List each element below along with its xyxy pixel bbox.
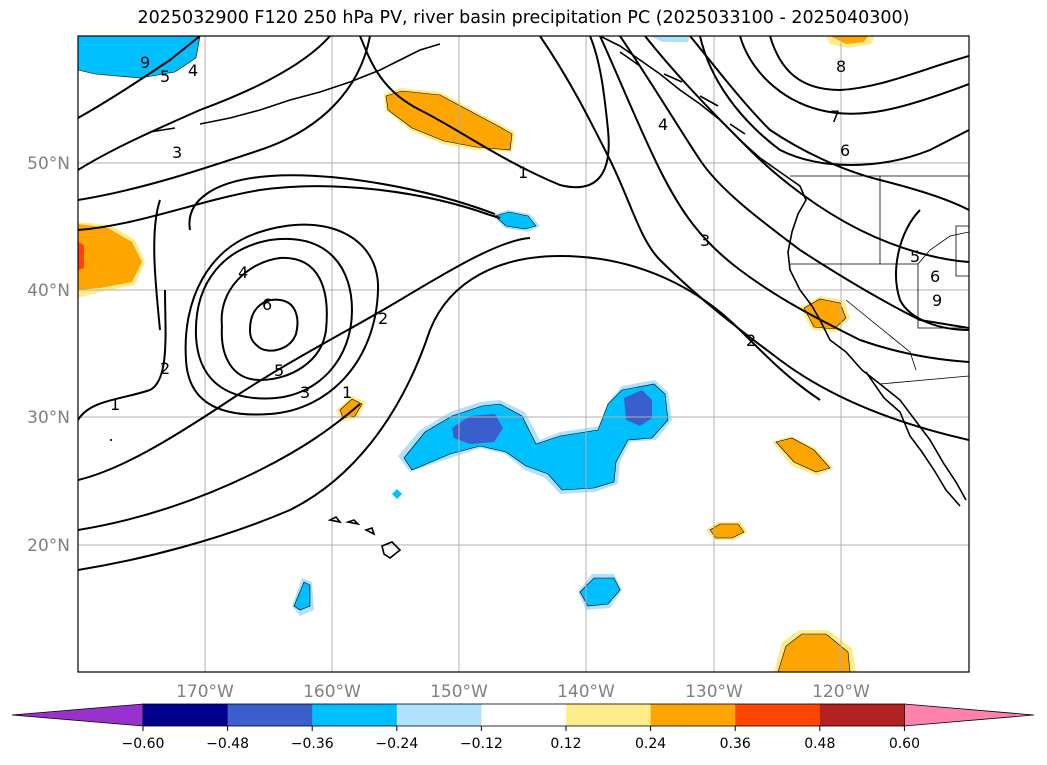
colorbar-tick-label: 0.60 xyxy=(889,736,920,752)
precip-fill-layer xyxy=(78,36,874,672)
colorbar-extend-min xyxy=(11,703,144,727)
svg-text:6: 6 xyxy=(930,267,940,286)
colorbar-segment xyxy=(312,704,398,726)
pv-contours xyxy=(78,36,969,571)
colorbar-extend-max xyxy=(904,703,1035,727)
svg-text:1: 1 xyxy=(342,383,352,402)
svg-text:9: 9 xyxy=(140,53,150,72)
colorbar-ticks: −0.60 −0.48 −0.36 −0.24 −0.12 0.12 0.24 0.36 0.4… xyxy=(122,726,920,752)
lon-label-160w: 160°W xyxy=(303,682,361,700)
svg-text:1: 1 xyxy=(110,395,120,414)
colorbar-segment xyxy=(819,704,905,726)
colorbar-segment xyxy=(650,704,736,726)
colorbar-tick-label: −0.24 xyxy=(375,736,418,752)
colorbar-segment xyxy=(735,704,821,726)
lon-label-130w: 130°W xyxy=(685,682,743,700)
svg-text:6: 6 xyxy=(262,295,272,314)
colorbar-tick-label: −0.48 xyxy=(206,736,249,752)
state-borders xyxy=(790,175,969,385)
map-panel: 9 5 4 3 1 4 6 5 3 2 1 2 1 2 3 4 5 6 7 8 … xyxy=(27,35,970,700)
colorbar-segment xyxy=(566,704,652,726)
svg-text:2: 2 xyxy=(746,331,756,350)
svg-text:5: 5 xyxy=(160,67,170,86)
svg-text:5: 5 xyxy=(910,247,920,266)
colorbar-segment xyxy=(396,704,482,726)
lon-label-120w: 120°W xyxy=(812,682,870,700)
svg-text:6: 6 xyxy=(840,141,850,160)
svg-text:3: 3 xyxy=(172,143,182,162)
colorbar-tick-label: −0.60 xyxy=(122,736,165,752)
svg-text:2: 2 xyxy=(160,359,170,378)
colorbar-outline xyxy=(142,703,905,727)
svg-text:4: 4 xyxy=(188,61,198,80)
lon-label-170w: 170°W xyxy=(176,682,234,700)
lat-label-50n: 50°N xyxy=(27,154,70,174)
contour-labels: 9 5 4 3 1 4 6 5 3 2 1 2 1 2 3 4 5 6 7 8 … xyxy=(110,53,942,414)
map-frame xyxy=(77,35,970,673)
colorbar-tick-label: −0.36 xyxy=(291,736,334,752)
lat-label-40n: 40°N xyxy=(27,281,70,301)
svg-text:5: 5 xyxy=(274,361,284,380)
coastlines xyxy=(110,36,967,559)
svg-text:7: 7 xyxy=(830,107,840,126)
lat-label-20n: 20°N xyxy=(27,536,70,556)
svg-text:8: 8 xyxy=(836,57,846,76)
colorbar-tick-label: 0.24 xyxy=(635,736,666,752)
svg-text:3: 3 xyxy=(300,383,310,402)
svg-text:9: 9 xyxy=(932,291,942,310)
lon-label-140w: 140°W xyxy=(557,682,615,700)
svg-text:3: 3 xyxy=(700,231,710,250)
colorbar-tick-label: 0.48 xyxy=(804,736,835,752)
colorbar-tick-label: −0.12 xyxy=(460,736,503,752)
colorbar-tick-label: 0.36 xyxy=(720,736,751,752)
svg-text:2: 2 xyxy=(378,309,388,328)
colorbar-tick-label: 0.12 xyxy=(550,736,581,752)
colorbar-segments xyxy=(11,703,1035,727)
map-title: 2025032900 F120 250 hPa PV, river basin … xyxy=(137,8,910,28)
graticule xyxy=(78,36,969,672)
svg-text:1: 1 xyxy=(518,163,528,182)
svg-text:4: 4 xyxy=(658,115,668,134)
svg-text:4: 4 xyxy=(238,263,248,282)
colorbar-segment xyxy=(227,704,313,726)
colorbar-segment xyxy=(143,704,229,726)
lon-label-150w: 150°W xyxy=(430,682,488,700)
colorbar-segment xyxy=(481,704,567,726)
lat-label-30n: 30°N xyxy=(27,408,70,428)
